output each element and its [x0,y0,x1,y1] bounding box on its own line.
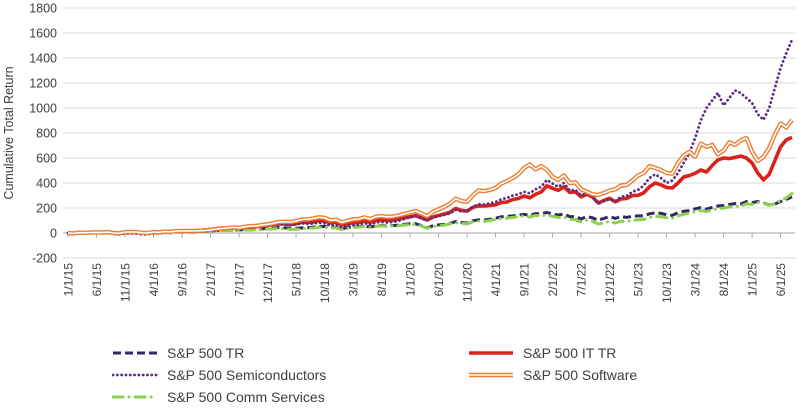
x-tick-label: 7/1/17 [233,263,247,297]
x-tick-label: 1/1/25 [746,263,760,297]
legend-swatch-dotted-line-icon [112,373,158,377]
x-tick-label: 5/1/18 [290,263,304,297]
x-tick-label: 7/1/22 [575,263,589,297]
y-tick-label: 200 [36,202,57,216]
y-tick-label: 1000 [29,102,57,116]
x-tick-label: 3/1/24 [689,263,703,297]
chart-legend: S&P 500 TR S&P 500 IT TR S&P 500 Semicon… [112,342,772,408]
y-tick-label: 1600 [29,27,57,41]
x-tick-label: 10/1/23 [660,263,674,303]
chart-canvas: 1800 1600 1400 1200 1000 800 600 400 200 0 -200 Cum… [2,2,795,303]
y-tick-label: 1800 [29,2,57,16]
x-tick-label: 9/1/16 [176,263,190,297]
x-tick-label: 11/1/15 [119,263,133,302]
x-tick-label: 8/1/19 [375,263,389,297]
series-line [66,38,794,236]
y-tick-label: 0 [50,227,57,241]
legend-item-sp500-tr: S&P 500 TR [112,342,468,364]
legend-swatch-dashed-line-icon [113,351,157,355]
legend-item-sp500-semiconductors: S&P 500 Semiconductors [112,364,468,386]
legend-swatch-double-line-icon [469,372,513,378]
legend-swatch-solid-line-icon [469,351,513,355]
x-tick-label: 3/1/19 [347,263,361,297]
x-tick-label: 9/1/21 [518,263,532,297]
y-tick-label: 1200 [29,77,57,91]
legend-label: S&P 500 Software [523,367,638,383]
legend-item-sp500-comm-services: S&P 500 Comm Services [112,386,468,408]
legend-swatch-dash-dot-line-icon [112,395,158,399]
x-tick-label: 1/1/20 [404,263,418,297]
series-line [67,119,793,235]
y-tick-label: 400 [36,177,57,191]
x-tick-label: 6/1/20 [432,263,446,297]
x-tick-label: 12/1/22 [603,263,617,303]
legend-label: S&P 500 Comm Services [167,389,325,405]
legend-label: S&P 500 IT TR [523,345,617,361]
x-tick-label: 10/1/18 [318,263,332,303]
x-tick-label: 5/1/23 [632,263,646,297]
x-tick-label: 4/1/16 [147,263,161,297]
y-tick-label: -200 [32,252,57,266]
x-tick-label: 2/1/17 [204,263,218,297]
x-tick-label: 6/1/25 [774,263,788,297]
x-tick-label: 12/1/17 [261,263,275,303]
x-tick-label: 1/1/15 [62,263,76,297]
y-tick-label: 600 [36,152,57,166]
legend-label: S&P 500 Semiconductors [167,367,327,383]
legend-label: S&P 500 TR [167,345,245,361]
x-tick-label: 11/1/20 [461,263,475,302]
y-tick-label: 800 [36,127,57,141]
x-tick-label: 6/1/15 [90,263,104,297]
y-axis-title: Cumulative Total Return [2,66,16,199]
legend-item-sp500-it-tr: S&P 500 IT TR [468,342,768,364]
y-tick-label: 1400 [29,52,57,66]
legend-item-sp500-software: S&P 500 Software [468,364,768,386]
x-tick-label: 2/1/22 [546,263,560,297]
x-tick-label: 8/1/24 [717,263,731,297]
x-tick-label: 4/1/21 [489,263,503,297]
series-line [67,135,793,236]
